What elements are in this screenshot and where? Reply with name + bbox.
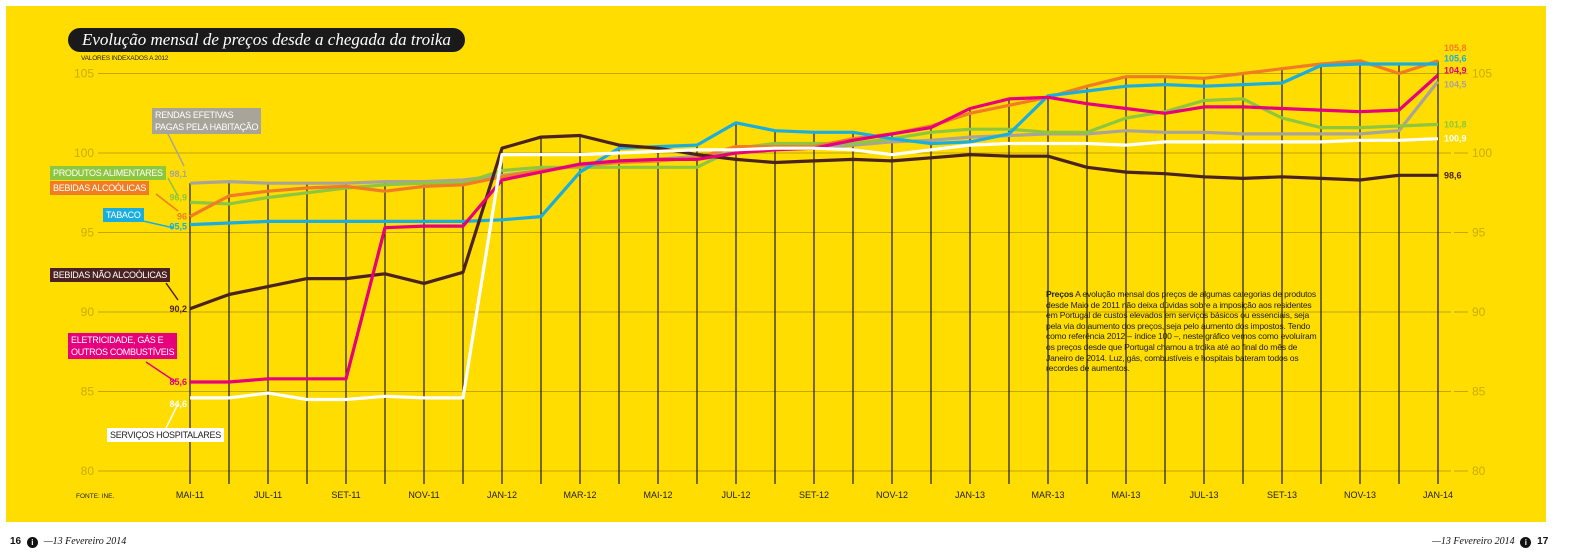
legend-alcoolicas: BEBIDAS ALCOÓLICAS bbox=[50, 181, 150, 195]
annotation-body: A evolução mensal dos preços de algumas … bbox=[1046, 289, 1317, 374]
x-tick-label: JAN-12 bbox=[487, 490, 517, 500]
legend-eletricidade: ELETRICIDADE, GÁS E OUTROS COMBUSTÍVEIS bbox=[68, 333, 178, 359]
y-tick-label-left: 100 bbox=[74, 146, 94, 160]
x-tick-label: MAI-13 bbox=[1111, 490, 1140, 500]
legend-alimentares: PRODUTOS ALIMENTARES bbox=[50, 166, 166, 180]
x-tick-label: MAR-13 bbox=[1031, 490, 1064, 500]
series-end-label: 105,6 bbox=[1444, 53, 1467, 63]
x-tick-label: SET-12 bbox=[799, 490, 829, 500]
x-tick-label: MAI-11 bbox=[176, 490, 204, 500]
series-line-3 bbox=[189, 62, 1438, 227]
footer-right: —13 Fevereiro 2014 i 17 bbox=[1432, 536, 1548, 548]
x-tick-label: NOV-11 bbox=[408, 490, 439, 500]
legend-leader-line bbox=[142, 220, 175, 229]
x-tick-label: JUL-12 bbox=[721, 490, 750, 500]
legend-hospitalares: SERVIÇOS HOSPITALARES bbox=[107, 428, 224, 442]
x-tick-label: SET-11 bbox=[331, 490, 360, 500]
y-tick-label-right: 80 bbox=[1472, 464, 1486, 478]
series-start-label: 96,9 bbox=[169, 192, 187, 202]
footer-left: 16 i —13 Fevereiro 2014 bbox=[10, 536, 126, 548]
x-tick-label: MAI-12 bbox=[643, 490, 672, 500]
series-start-label: 95,5 bbox=[169, 222, 187, 232]
x-tick-label: NOV-13 bbox=[1344, 490, 1376, 500]
series-end-label: 104,5 bbox=[1444, 80, 1467, 90]
x-tick-label: NOV-12 bbox=[876, 490, 908, 500]
legend-leader-line bbox=[165, 129, 185, 167]
y-tick-label-left: 95 bbox=[81, 226, 95, 240]
y-tick-label-right: 85 bbox=[1472, 385, 1486, 399]
newspaper-logo-icon: i bbox=[26, 537, 38, 548]
series-start-label: 96 bbox=[177, 212, 187, 222]
series-end-label: 101,8 bbox=[1444, 119, 1467, 129]
y-tick-label-right: 100 bbox=[1472, 146, 1492, 160]
series-line-1 bbox=[189, 97, 1439, 206]
y-tick-label-right: 105 bbox=[1472, 67, 1492, 81]
legend-eletricidade-line2: OUTROS COMBUSTÍVEIS bbox=[71, 347, 175, 357]
y-tick-label-left: 85 bbox=[81, 385, 95, 399]
series-line-6 bbox=[190, 137, 1439, 402]
annotation-text: Preços A evolução mensal dos preços de a… bbox=[1046, 289, 1318, 374]
annotation-lead: Preços bbox=[1046, 289, 1074, 299]
series-end-label: 104,9 bbox=[1444, 65, 1467, 75]
legend-leader-line bbox=[145, 361, 177, 383]
y-tick-label-right: 95 bbox=[1472, 226, 1486, 240]
y-tick-label-right: 90 bbox=[1472, 305, 1486, 319]
line-chart: 80 80 85 85 90 90 95 95 100 100 105 105 MAI-11 JUL-11… bbox=[74, 43, 1492, 500]
y-tick-label-left: 80 bbox=[81, 464, 95, 478]
source-label: FONTE: INE. bbox=[76, 493, 114, 500]
legend-leader-line bbox=[155, 193, 179, 212]
series-line-4 bbox=[189, 133, 1438, 311]
page-number-left: 16 bbox=[10, 536, 22, 547]
series-start-label: 85,6 bbox=[169, 377, 187, 387]
series-end-label: 100,9 bbox=[1444, 134, 1467, 144]
legend-rendas: RENDAS EFETIVAS PAGAS PELA HABITAÇÃO bbox=[152, 108, 262, 134]
x-tick-label: JAN-14 bbox=[1423, 490, 1453, 500]
series-end-label: 98,6 bbox=[1444, 170, 1462, 180]
x-tick-label: JUL-13 bbox=[1189, 490, 1218, 500]
series-start-label: 84,6 bbox=[169, 399, 187, 409]
legend-leader-line bbox=[165, 282, 179, 301]
series-end-label: 105,8 bbox=[1444, 43, 1467, 53]
x-tick-label: SET-13 bbox=[1267, 490, 1297, 500]
x-tick-label: JUL-11 bbox=[254, 490, 282, 500]
chart-panel: 80 80 85 85 90 90 95 95 100 100 105 105 MAI-11 JUL-11… bbox=[6, 6, 1546, 522]
newspaper-logo-icon: i bbox=[1520, 537, 1532, 548]
x-tick-label: JAN-13 bbox=[955, 490, 985, 500]
series-start-label: 98,1 bbox=[169, 169, 187, 179]
y-tick-label-left: 90 bbox=[81, 305, 95, 319]
legend-rendas-line2: PAGAS PELA HABITAÇÃO bbox=[155, 122, 259, 132]
page-number-right: 17 bbox=[1537, 536, 1549, 547]
footer-date-right: —13 Fevereiro 2014 bbox=[1432, 536, 1515, 547]
legend-eletricidade-line1: ELETRICIDADE, GÁS E bbox=[71, 335, 164, 345]
chart-subtitle: VALORES INDEXADOS A 2012 bbox=[81, 55, 169, 62]
footer-date-left: —13 Fevereiro 2014 bbox=[43, 536, 127, 547]
legend-leader-line bbox=[165, 403, 179, 429]
series-start-label: 90,2 bbox=[169, 304, 187, 314]
chart-title: Evolução mensal de preços desde a chegad… bbox=[68, 28, 465, 52]
legend-leader-line bbox=[167, 177, 179, 197]
legend-tabaco: TABACO bbox=[103, 208, 144, 222]
y-tick-label-left: 105 bbox=[74, 67, 94, 81]
legend-rendas-line1: RENDAS EFETIVAS bbox=[155, 110, 234, 120]
x-tick-label: MAR-12 bbox=[563, 490, 596, 500]
legend-nao-alcoolicas: BEBIDAS NÃO ALCOÓLICAS bbox=[50, 268, 170, 282]
